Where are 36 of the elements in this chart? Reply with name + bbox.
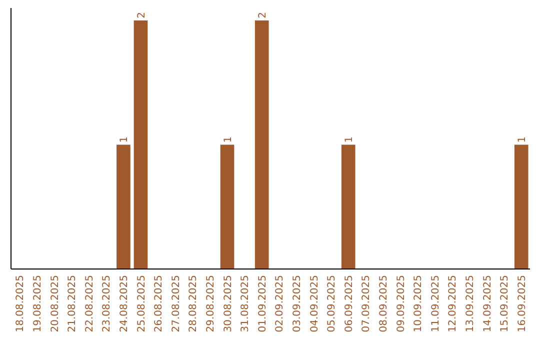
x-tick-label: 11.09.2025 (430, 275, 442, 332)
x-tick-label: 30.08.2025 (222, 275, 234, 332)
x-tick-label: 01.09.2025 (257, 275, 268, 332)
x-tick-label: 09.09.2025 (396, 275, 407, 332)
data-label: 1 (222, 136, 234, 143)
x-tick-label: 12.09.2025 (448, 275, 459, 332)
x-tick-label: 14.09.2025 (482, 275, 494, 332)
x-tick-label: 04.09.2025 (309, 275, 320, 332)
x-tick-label: 22.08.2025 (84, 275, 96, 332)
x-tick-label: 19.08.2025 (32, 275, 44, 332)
data-label: 2 (257, 12, 268, 18)
x-tick-label: 21.08.2025 (67, 275, 78, 332)
x-tick-label: 10.09.2025 (413, 275, 424, 332)
x-tick-label: 20.08.2025 (50, 275, 61, 332)
x-tick-label: 15.09.2025 (500, 275, 511, 332)
x-tick-label: 24.08.2025 (118, 275, 130, 332)
x-tick-label: 28.08.2025 (188, 275, 200, 332)
x-tick-label: 06.09.2025 (344, 275, 355, 332)
x-tick-label: 27.08.2025 (170, 275, 182, 332)
x-tick-label: 18.08.2025 (15, 275, 26, 332)
data-label: 1 (118, 136, 130, 143)
data-label: 1 (344, 136, 355, 143)
data-label: 2 (136, 12, 148, 18)
x-tick-label: 07.09.2025 (361, 275, 372, 332)
x-tick-label: 25.08.2025 (136, 275, 148, 332)
x-tick-label: 02.09.2025 (274, 275, 286, 332)
x-tick-label: 23.08.2025 (102, 275, 113, 332)
x-tick-label: 26.08.2025 (154, 275, 165, 332)
x-tick-label: 13.09.2025 (464, 275, 476, 332)
x-tick-label: 08.09.2025 (378, 275, 390, 332)
data-label: 1 (516, 136, 528, 143)
x-tick-label: 16.09.2025 (516, 275, 528, 332)
x-tick-label: 29.08.2025 (205, 275, 216, 332)
x-tick-label: 03.09.2025 (292, 275, 303, 332)
x-tick-label: 31.08.2025 (240, 275, 252, 332)
x-tick-label: 05.09.2025 (326, 275, 338, 332)
